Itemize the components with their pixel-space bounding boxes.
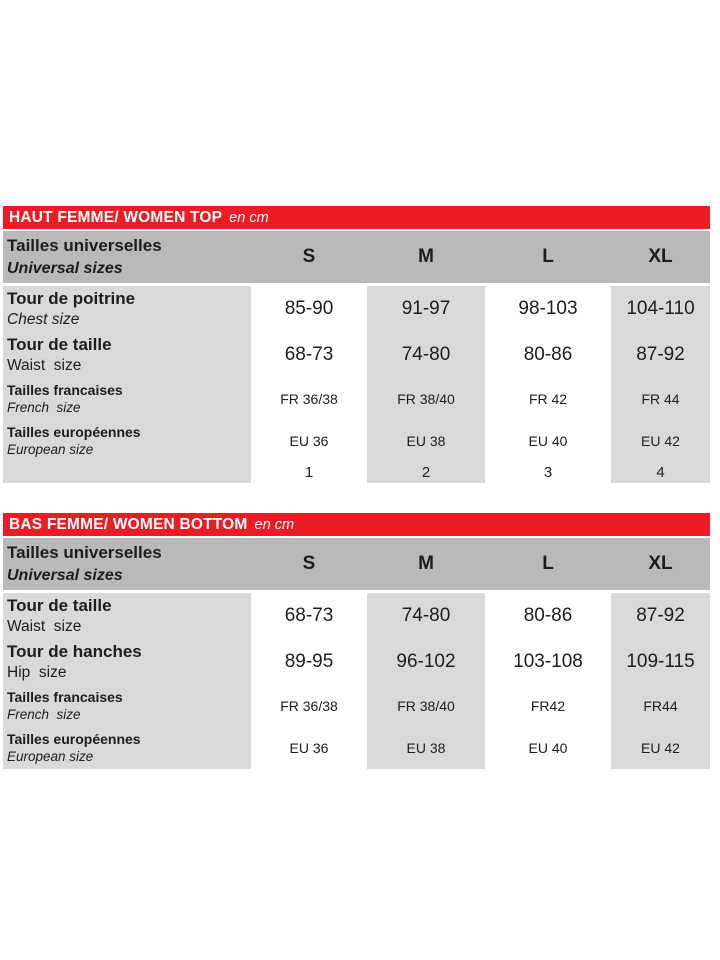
column-header-m: M — [418, 553, 434, 574]
size-value: 87-92 — [611, 593, 710, 639]
size-value: 1 — [251, 462, 367, 483]
row-label-english: French size — [7, 706, 81, 722]
table-row: Tour de taille Waist size 68-73 74-80 80-86 8… — [3, 593, 710, 639]
size-value: 74-80 — [367, 593, 485, 639]
size-value: 2 — [367, 462, 485, 483]
size-value: 3 — [485, 462, 611, 483]
column-header-s: S — [302, 246, 316, 267]
column-header-l: L — [542, 246, 554, 267]
size-charts-page: HAUT FEMME/ WOMEN TOP en cm Tailles univ… — [3, 206, 710, 769]
size-value: 4 — [611, 462, 710, 483]
row-label-english: Chest size — [7, 311, 80, 329]
row-label-french: Tour de taille — [7, 596, 112, 616]
size-value: FR 38/40 — [367, 378, 485, 420]
row-label-english: French size — [7, 399, 81, 415]
column-headers: Tailles universelles Universal sizes S M L… — [3, 538, 710, 590]
size-value: EU 42 — [611, 420, 710, 462]
size-value: 87-92 — [611, 332, 710, 378]
size-table-women-top: HAUT FEMME/ WOMEN TOP en cm Tailles univ… — [3, 206, 710, 483]
column-header-s: S — [302, 553, 316, 574]
row-label: Tour de taille Waist size — [3, 332, 251, 378]
row-label-french: Tailles francaises — [7, 382, 123, 399]
row-label-french: Tailles européennes — [7, 424, 141, 441]
table-row: Tour de hanches Hip size 89-95 96-102 103-10… — [3, 639, 710, 685]
corner-label-french: Tailles universelles — [7, 236, 162, 256]
corner-label-english: Universal sizes — [7, 566, 123, 584]
size-table-women-bottom: BAS FEMME/ WOMEN BOTTOM en cm Tailles un… — [3, 513, 710, 769]
table-body: Tour de taille Waist size 68-73 74-80 80-86 8… — [3, 593, 710, 769]
table-title-bar: HAUT FEMME/ WOMEN TOP en cm — [3, 206, 710, 229]
row-label-french: Tailles européennes — [7, 731, 141, 748]
size-value: FR44 — [611, 685, 710, 727]
size-value: 85-90 — [251, 286, 367, 332]
row-label-english: European size — [7, 748, 94, 764]
row-label-english: Hip size — [7, 664, 67, 682]
table-row: Tailles francaises French size FR 36/38 FR … — [3, 378, 710, 420]
column-header-xl: XL — [648, 246, 673, 267]
size-value: EU 40 — [485, 420, 611, 462]
column-header-m: M — [418, 246, 434, 267]
size-value: FR 38/40 — [367, 685, 485, 727]
corner-label: Tailles universelles Universal sizes — [3, 231, 251, 283]
size-value: EU 36 — [251, 420, 367, 462]
size-value: 103-108 — [485, 639, 611, 685]
row-label: Tailles européennes European size — [3, 420, 251, 462]
size-value: 98-103 — [485, 286, 611, 332]
size-value: FR 36/38 — [251, 685, 367, 727]
size-value: 109-115 — [611, 639, 710, 685]
size-value: FR 44 — [611, 378, 710, 420]
size-value: 74-80 — [367, 332, 485, 378]
row-label: Tailles francaises French size — [3, 685, 251, 727]
row-label-french: Tour de taille — [7, 335, 112, 355]
row-label: Tour de taille Waist size — [3, 593, 251, 639]
table-row: Tailles francaises French size FR 36/38 FR … — [3, 685, 710, 727]
size-value: EU 38 — [367, 420, 485, 462]
table-title-unit: en cm — [229, 209, 269, 226]
size-value: EU 38 — [367, 727, 485, 769]
size-value: 68-73 — [251, 593, 367, 639]
size-value: 89-95 — [251, 639, 367, 685]
column-header-l: L — [542, 553, 554, 574]
table-row: Tailles européennes European size EU 36 EU … — [3, 727, 710, 769]
row-label-english: Waist size — [7, 618, 82, 636]
row-label-french: Tour de hanches — [7, 642, 142, 662]
size-value: EU 42 — [611, 727, 710, 769]
table-title: HAUT FEMME/ WOMEN TOP — [9, 208, 223, 226]
row-label: Tailles européennes European size — [3, 727, 251, 769]
size-value: 104-110 — [611, 286, 710, 332]
row-label-french: Tailles francaises — [7, 689, 123, 706]
table-body: Tour de poitrine Chest size 85-90 91-97 98-1… — [3, 286, 710, 483]
row-label: Tailles francaises French size — [3, 378, 251, 420]
size-value: EU 36 — [251, 727, 367, 769]
size-value: 80-86 — [485, 593, 611, 639]
table-row: Tour de poitrine Chest size 85-90 91-97 98-1… — [3, 286, 710, 332]
row-label-english: European size — [7, 441, 94, 457]
row-label: Tour de hanches Hip size — [3, 639, 251, 685]
table-title: BAS FEMME/ WOMEN BOTTOM — [9, 515, 248, 533]
column-header-xl: XL — [648, 553, 673, 574]
table-row: Tour de taille Waist size 68-73 74-80 80-86 8… — [3, 332, 710, 378]
size-value: FR 42 — [485, 378, 611, 420]
size-value: 96-102 — [367, 639, 485, 685]
row-label-english: Waist size — [7, 357, 82, 375]
row-label-french: Tour de poitrine — [7, 289, 136, 309]
table-row: Tailles européennes European size EU 36 EU … — [3, 420, 710, 462]
corner-label: Tailles universelles Universal sizes — [3, 538, 251, 590]
size-value: 68-73 — [251, 332, 367, 378]
row-label — [3, 462, 251, 483]
corner-label-english: Universal sizes — [7, 259, 123, 277]
column-headers: Tailles universelles Universal sizes S M L… — [3, 231, 710, 283]
table-title-bar: BAS FEMME/ WOMEN BOTTOM en cm — [3, 513, 710, 536]
size-value: 91-97 — [367, 286, 485, 332]
size-value: FR42 — [485, 685, 611, 727]
table-title-unit: en cm — [254, 516, 295, 533]
row-label: Tour de poitrine Chest size — [3, 286, 251, 332]
size-value: 80-86 — [485, 332, 611, 378]
size-value: FR 36/38 — [251, 378, 367, 420]
corner-label-french: Tailles universelles — [7, 543, 162, 563]
size-value: EU 40 — [485, 727, 611, 769]
